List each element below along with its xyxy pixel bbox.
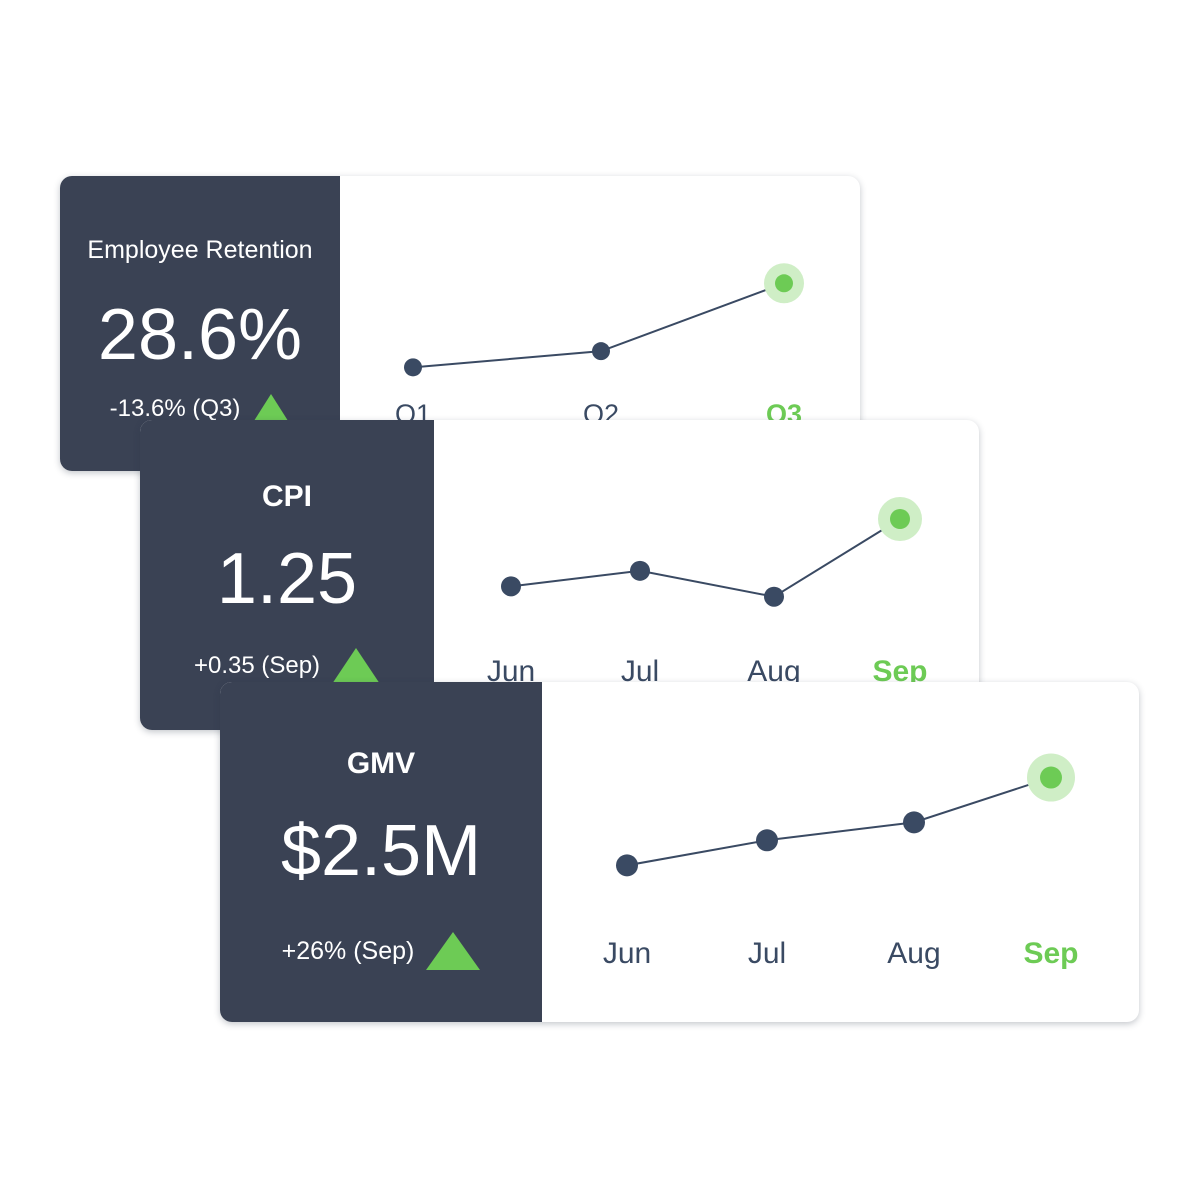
data-point — [756, 829, 778, 852]
kpi-summary-panel: CPI 1.25 +0.35 (Sep) — [140, 420, 434, 730]
data-point — [592, 342, 610, 361]
series-line — [510, 518, 901, 598]
data-point — [630, 560, 650, 581]
data-point — [501, 576, 521, 597]
kpi-change: +26% (Sep) — [220, 932, 542, 970]
kpi-value: $2.5M — [280, 811, 482, 891]
up-triangle-icon — [426, 932, 481, 970]
data-point-highlight — [775, 274, 793, 293]
data-point — [764, 586, 784, 607]
x-tick-label: Jul — [748, 937, 786, 970]
up-triangle-icon — [332, 648, 381, 684]
kpi-change-text: +0.35 (Sep) — [193, 652, 321, 679]
data-point-highlight — [890, 509, 910, 529]
kpi-card-gmv: GMV $2.5M +26% (Sep) Jun Jul Aug Sep — [220, 682, 1139, 1022]
x-tick-label: Jun — [603, 937, 651, 970]
x-tick-label: Sep — [1023, 937, 1078, 970]
up-triangle-icon — [252, 394, 291, 424]
kpi-summary-panel: GMV $2.5M +26% (Sep) — [220, 682, 542, 1022]
kpi-change-text: -13.6% (Q3) — [109, 395, 241, 422]
series-line — [626, 776, 1052, 867]
kpi-card-employee-retention: Employee Retention 28.6% -13.6% (Q3) Q1 Q… — [60, 176, 860, 471]
kpi-title: CPI — [261, 480, 312, 513]
kpi-title: Employee Retention — [87, 236, 313, 264]
data-point-highlight — [1040, 766, 1062, 789]
kpi-value: 28.6% — [97, 295, 303, 375]
kpi-change: -13.6% (Q3) — [60, 394, 340, 424]
data-point — [903, 811, 925, 834]
trend-chart: Jun Jul Aug Sep — [542, 682, 1139, 1022]
kpi-title: GMV — [346, 747, 416, 780]
kpi-card-cpi: CPI 1.25 +0.35 (Sep) Jun Jul Aug Sep — [140, 420, 979, 730]
kpi-change-text: +26% (Sep) — [281, 936, 415, 965]
trend-chart-svg: Jun Jul Aug Sep — [603, 753, 1079, 970]
kpi-change: +0.35 (Sep) — [140, 648, 434, 684]
data-point — [616, 854, 638, 877]
kpi-value: 1.25 — [216, 539, 358, 619]
x-tick-label: Aug — [887, 937, 940, 970]
data-point — [404, 358, 422, 377]
kpi-summary-panel: Employee Retention 28.6% -13.6% (Q3) — [60, 176, 340, 471]
